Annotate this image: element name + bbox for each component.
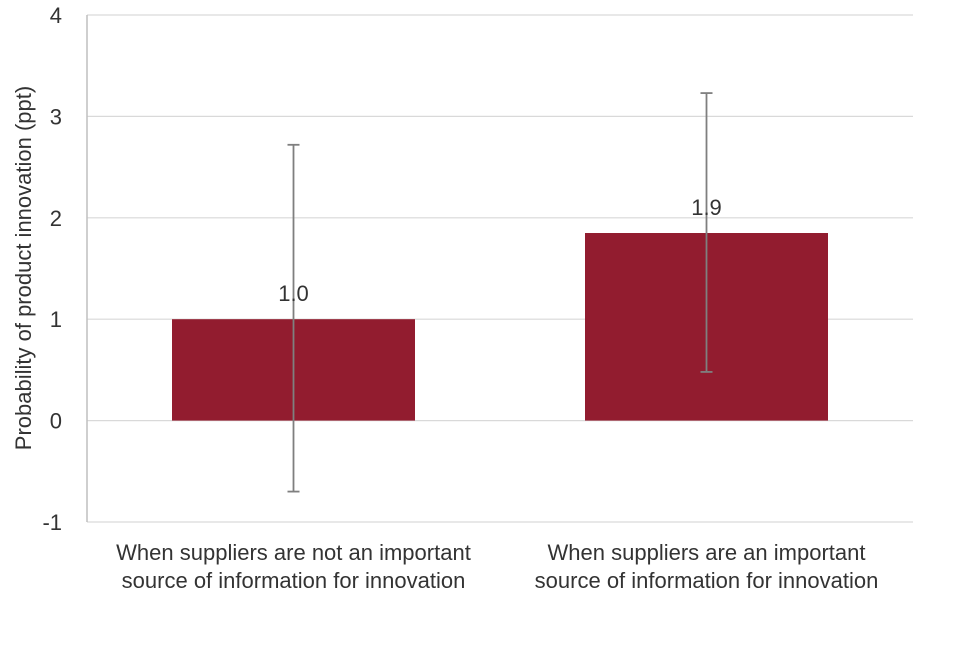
y-tick-label: -1	[42, 510, 62, 535]
x-category-labels: When suppliers are not an important sourc…	[116, 540, 878, 593]
error-bars	[287, 92, 713, 493]
bar-data-label: 1.9	[691, 195, 722, 220]
y-tick-label: 0	[50, 409, 62, 434]
x-category-label: When suppliers are an important	[548, 540, 866, 565]
y-tick-label: 2	[50, 206, 62, 231]
bars	[172, 233, 828, 421]
x-category-label: When suppliers are not an important	[116, 540, 471, 565]
y-tick-label: 3	[50, 104, 62, 129]
y-axis-title: Probability of product innovation (ppt)	[11, 86, 36, 450]
x-category-label: source of information for innovation	[122, 568, 466, 593]
bar-data-label: 1.0	[278, 281, 309, 306]
x-category-label: source of information for innovation	[535, 568, 879, 593]
data-labels: 1.0 1.9	[278, 195, 722, 306]
y-tick-label: 4	[50, 3, 62, 28]
y-tick-labels: -1 0 1 2 3 4	[42, 3, 62, 535]
y-tick-label: 1	[50, 307, 62, 332]
